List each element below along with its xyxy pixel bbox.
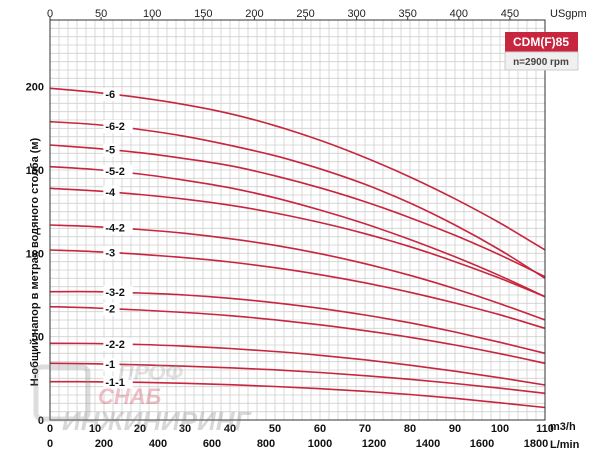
speed-label: n=2900 rpm [513, 57, 569, 68]
y-tick-label: 50 [32, 332, 44, 344]
watermark-line1: ПРОФ [118, 360, 184, 385]
x-tick-label-lmin: 800 [257, 438, 275, 450]
watermark-logo: ПРОФ СНАБ ИНЖИНИРИНГ [33, 360, 252, 436]
curve-label: -2-2 [105, 339, 125, 351]
x-tick-label-m3h: 20 [134, 423, 146, 435]
x-tick-label-usgpm: 50 [95, 8, 107, 20]
curve-5 [49, 144, 546, 278]
x-tick-label-lmin: 1800 [524, 438, 548, 450]
watermark-line3: ИНЖИНИРИНГ [62, 406, 252, 436]
curve-label-bg [103, 87, 120, 101]
curve-1 [49, 362, 546, 395]
curve-label: -5-2 [105, 166, 125, 178]
x-tick-label-lmin: 1200 [362, 438, 386, 450]
x-tick-label-m3h: 0 [47, 423, 53, 435]
x-tick-label-m3h: 60 [314, 423, 326, 435]
x-tick-label-lmin: 1600 [470, 438, 494, 450]
curve-label: -6 [105, 89, 115, 101]
x-tick-label-m3h: 110 [536, 423, 554, 435]
curve-2 [49, 305, 546, 365]
labels: -6-6-2-5-5-2-4-4-2-3-3-2-2-2-2-1-1-1 [103, 87, 133, 389]
curve-3 [49, 249, 546, 330]
curve-label-bg [103, 246, 120, 260]
x-tick-label-m3h: 100 [491, 423, 509, 435]
curve-label: -6-2 [105, 121, 125, 133]
speed-box [504, 51, 579, 71]
model-badge: CDM(F)85 [505, 32, 578, 52]
x-unit-lmin: L/min [550, 439, 580, 451]
curve-label: -1 [105, 359, 115, 371]
x-tick-label-usgpm: 100 [143, 8, 161, 20]
x-tick-label-usgpm: 150 [194, 8, 212, 20]
curve-3-2 [49, 290, 546, 355]
curve-4 [49, 187, 546, 298]
curve-label: -1-1 [105, 377, 125, 389]
curve-label-bg [103, 337, 133, 351]
x-unit-m3h: m3/h [550, 421, 576, 433]
x-tick-label-lmin: 1400 [416, 438, 440, 450]
curve-label-bg [103, 358, 120, 372]
curve-label: -3 [105, 247, 115, 259]
curve-label: -3-2 [105, 287, 125, 299]
watermark-line2: СНАБ [98, 384, 161, 409]
model-badge-box [505, 32, 578, 52]
y-tick-label: 100 [26, 248, 44, 260]
curve-label: -2 [105, 304, 115, 316]
x-tick-label-usgpm: 250 [296, 8, 314, 20]
curve-label-bg [103, 143, 120, 157]
curve-1-1 [49, 380, 546, 409]
y-tick-label: 200 [26, 82, 44, 94]
y-axis-title: Н-общий напор в метрах водяного столба (… [29, 137, 41, 386]
x-unit-usgpm: USgpm [550, 8, 587, 20]
x-tick-label-m3h: 40 [224, 423, 236, 435]
curve-label-bg [103, 164, 133, 178]
curve-label-bg [103, 221, 133, 235]
x-tick-label-lmin: 0 [47, 438, 53, 450]
y-tick-label: 0 [38, 415, 44, 427]
curve-label-bg [103, 185, 120, 199]
plot-frame [49, 19, 546, 421]
x-tick-label-usgpm: 300 [347, 8, 365, 20]
curve-label-bg [103, 286, 133, 300]
x-tick-label-m3h: 80 [404, 423, 416, 435]
x-tick-label-m3h: 70 [359, 423, 371, 435]
x-tick-label-lmin: 600 [203, 438, 221, 450]
curve-5-2 [49, 165, 546, 298]
x-tick-label-m3h: 50 [269, 423, 281, 435]
x-tick-label-lmin: 1000 [308, 438, 332, 450]
model-badge-text: CDM(F)85 [513, 35, 569, 49]
watermark-shape [33, 364, 91, 422]
curve-4-2 [49, 224, 546, 321]
curve-6-2 [49, 120, 546, 279]
curve-label-bg [103, 120, 133, 133]
axes: 0 50 100 150 200 0 10 20 30 40 50 60 70 80 90 100 110 0 20… [26, 8, 554, 450]
curve-label: -5 [105, 145, 115, 157]
x-tick-label-m3h: 30 [179, 423, 191, 435]
x-tick-label-usgpm: 200 [245, 8, 263, 20]
curve-label-bg [103, 302, 120, 316]
x-tick-label-m3h: 10 [89, 423, 101, 435]
x-tick-label-usgpm: 450 [501, 8, 519, 20]
x-tick-label-usgpm: 350 [399, 8, 417, 20]
curve-label-bg [103, 375, 133, 389]
x-tick-label-m3h: 90 [449, 423, 461, 435]
curves [49, 87, 546, 409]
x-tick-label-lmin: 400 [149, 438, 167, 450]
curve-2-2 [49, 342, 546, 386]
curve-label: -4 [105, 187, 116, 199]
curve-6 [49, 87, 546, 251]
x-tick-label-lmin: 200 [95, 438, 113, 450]
x-tick-label-usgpm: 0 [47, 8, 53, 20]
x-tick-label-usgpm: 400 [450, 8, 468, 20]
curve-label: -4-2 [105, 223, 125, 235]
y-tick-label: 150 [26, 165, 44, 177]
